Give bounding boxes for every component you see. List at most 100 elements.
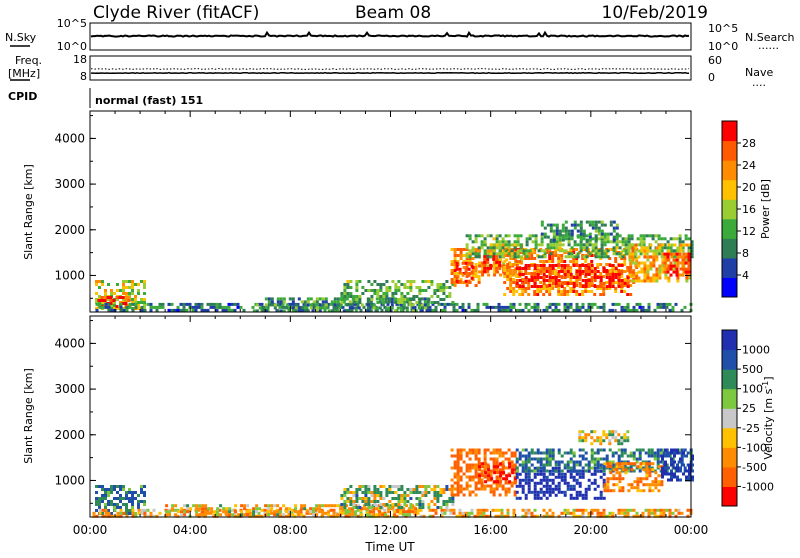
velocity-cell: [641, 460, 645, 464]
velocity-cell: [279, 510, 283, 514]
velocity-cell: [222, 510, 226, 514]
velocity-cell: [548, 448, 552, 452]
power-cell: [485, 302, 489, 306]
velocity-cell: [489, 484, 493, 488]
velocity-cell: [536, 472, 540, 476]
velocity-cell: [375, 507, 379, 511]
velocity-cell: [602, 472, 606, 476]
velocity-cell: [676, 448, 679, 452]
velocity-cell: [414, 510, 418, 514]
velocity-cell: [506, 514, 510, 518]
power-cell: [260, 302, 264, 306]
velocity-cell: [278, 511, 282, 515]
power-cell: [521, 290, 525, 293]
velocity-cell: [665, 463, 669, 467]
power-cell: [464, 261, 468, 265]
power-cell: [615, 237, 619, 241]
power-cell: [600, 229, 604, 233]
power-cell: [131, 308, 135, 312]
power-cell: [465, 252, 469, 256]
velocity-cell: [654, 486, 658, 490]
power-cell: [669, 249, 673, 253]
power-cell: [324, 303, 328, 307]
velocity-cell: [216, 507, 220, 511]
power-cell: [493, 270, 497, 274]
power-cell: [492, 237, 496, 241]
velocity-cell: [443, 508, 447, 512]
velocity-cell: [107, 494, 110, 497]
velocity-cell: [507, 490, 511, 494]
velocity-cell: [602, 457, 606, 461]
power-cell: [612, 226, 616, 230]
velocity-cell: [110, 491, 113, 494]
velocity-cell: [101, 485, 104, 488]
power-cell: [678, 252, 682, 256]
velocity-cell: [545, 481, 549, 485]
velocity-cell: [333, 504, 337, 508]
velocity-cell: [101, 508, 105, 512]
velocity-cell: [207, 507, 211, 511]
power-cell: [473, 308, 477, 312]
power-cell: [657, 252, 661, 256]
power-cell: [294, 309, 298, 313]
power-cell: [343, 292, 347, 295]
velocity-cell: [456, 463, 460, 467]
velocity-cell: [578, 454, 582, 458]
velocity-cell: [450, 493, 454, 497]
power-cell: [515, 285, 519, 288]
power-cell: [212, 305, 216, 309]
velocity-cell: [478, 474, 482, 478]
velocity-cell: [492, 451, 496, 455]
velocity-cell: [590, 457, 594, 461]
velocity-cell: [581, 466, 585, 470]
velocity-cell: [590, 481, 594, 485]
power-cell: [670, 255, 674, 259]
power-cell: [563, 264, 567, 267]
velocity-cell: [536, 496, 540, 500]
power-cell: [483, 240, 487, 244]
power-cell: [221, 305, 225, 309]
velocity-cell: [617, 442, 621, 446]
power-cell: [684, 261, 688, 265]
velocity-cell: [530, 469, 534, 473]
velocity-cell: [551, 448, 555, 452]
velocity-cell: [499, 474, 503, 478]
velocity-cell: [405, 504, 409, 508]
power-cell: [431, 308, 435, 312]
power-cell: [587, 279, 591, 282]
velocity-cell: [436, 491, 440, 494]
velocity-cell: [521, 514, 525, 518]
power-cell: [461, 305, 465, 309]
velocity-cell: [134, 497, 137, 500]
power-cell: [474, 266, 478, 269]
velocity-cell: [566, 460, 570, 464]
power-cell: [579, 249, 583, 253]
power-cell: [558, 234, 562, 238]
velocity-cell: [192, 504, 196, 508]
power-cell: [333, 300, 337, 304]
velocity-cell: [152, 508, 156, 512]
velocity-cell: [433, 494, 437, 497]
power-cell: [682, 243, 686, 247]
power-cell: [468, 272, 472, 275]
velocity-cell: [584, 439, 588, 443]
velocity-cell: [650, 466, 654, 470]
velocity-cell: [645, 477, 649, 481]
velocity-cell: [647, 460, 651, 464]
velocity-cell: [252, 510, 256, 514]
power-cell: [483, 252, 487, 256]
power-cell: [528, 234, 532, 238]
velocity-cell: [602, 478, 606, 482]
power-cell: [134, 298, 137, 301]
velocity-cell: [670, 451, 673, 455]
power-cell: [537, 249, 541, 253]
power-cell: [267, 303, 271, 307]
power-cell: [411, 303, 415, 307]
power-cell: [600, 220, 604, 224]
velocity-cell: [533, 484, 537, 488]
velocity-cell: [459, 469, 463, 473]
power-cell: [471, 257, 475, 260]
power-cell: [352, 298, 356, 301]
power-cell: [122, 283, 125, 286]
velocity-cell: [668, 514, 672, 518]
